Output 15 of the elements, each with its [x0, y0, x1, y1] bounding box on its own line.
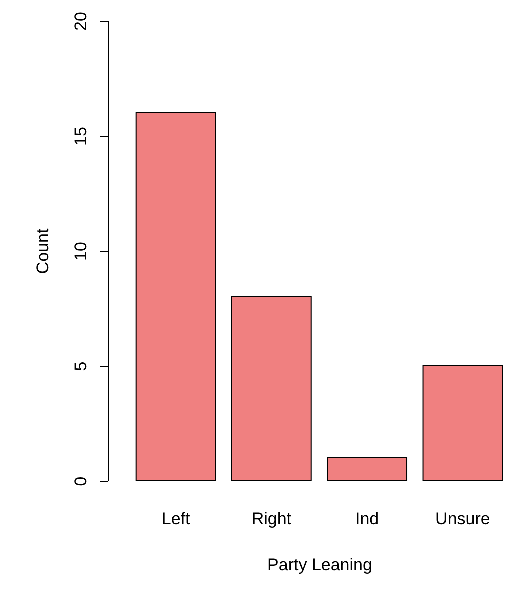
x-axis-title: Party Leaning [268, 556, 372, 574]
bar [327, 458, 408, 482]
y-tick-label: 5 [72, 362, 90, 372]
x-tick-label: Ind [356, 510, 380, 528]
x-tick-label: Left [162, 510, 190, 528]
x-tick-label: Right [252, 510, 292, 528]
y-tick-label: 20 [72, 12, 90, 31]
y-axis-title: Count [34, 228, 52, 274]
y-tick-label: 10 [72, 242, 90, 261]
bar [231, 296, 312, 482]
y-tick-label: 15 [72, 127, 90, 146]
x-tick-label: Unsure [436, 510, 490, 528]
bar [136, 112, 216, 482]
y-tick-label: 0 [72, 476, 90, 486]
bar [422, 366, 504, 482]
